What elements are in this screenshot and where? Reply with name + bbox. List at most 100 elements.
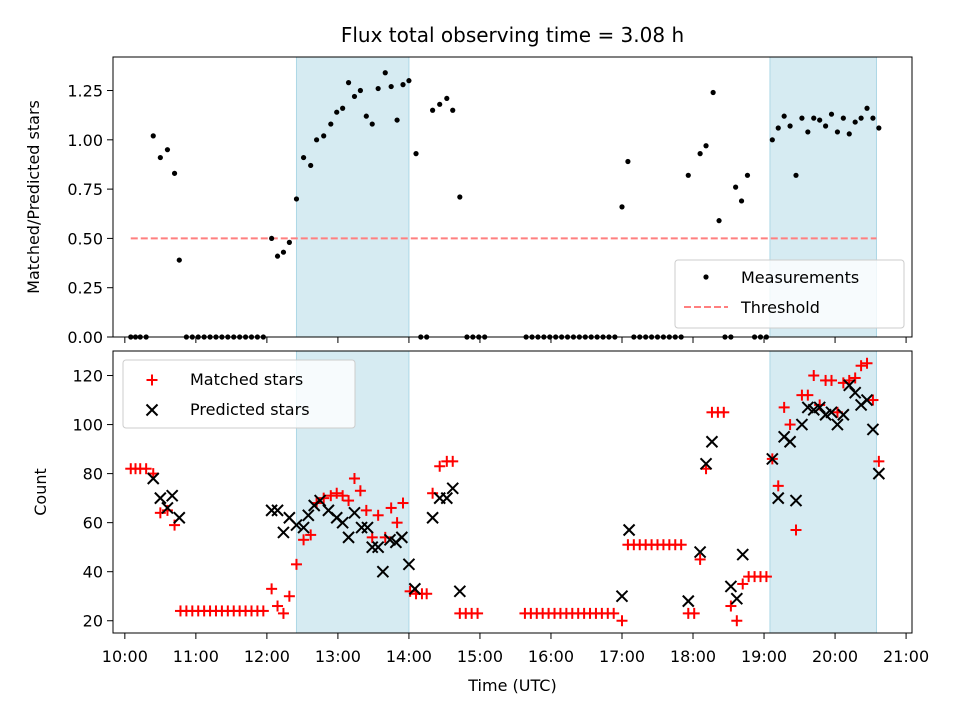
legend-label-predicted: Predicted stars: [190, 400, 310, 419]
x-b: [440, 491, 454, 505]
predicted-point: [348, 506, 361, 520]
top-axes-frame: [112, 56, 913, 338]
matched-point: [784, 419, 796, 431]
y-tick-label: 20: [83, 612, 103, 631]
x-tick-label: 13:00: [315, 647, 361, 666]
bottom-legend: Matched stars Predicted stars: [122, 359, 356, 429]
x-b: [165, 489, 179, 502]
matched-point: [849, 372, 861, 384]
measurement-point: [840, 115, 846, 121]
legend-x-glyph: [145, 403, 159, 417]
measurement-point: [811, 115, 817, 121]
measurement-point: [769, 137, 775, 143]
matched-point: [472, 607, 484, 619]
measurement-point: [340, 105, 346, 111]
predicted-point: [336, 516, 349, 529]
measurement-point: [351, 93, 358, 100]
measurement-point: [619, 204, 625, 210]
predicted-point: [173, 511, 186, 524]
matched-point: [290, 558, 302, 570]
measurement-point: [846, 131, 852, 137]
measurement-point: [828, 111, 835, 117]
x-tick-label: 14:00: [386, 647, 432, 666]
x-b: [866, 423, 880, 436]
predicted-point: [843, 379, 856, 392]
measurement-point: [787, 123, 793, 129]
x-b: [366, 540, 379, 554]
measurement-point: [308, 162, 314, 169]
ratio-panel: 0.00 0.25 0.50 0.75 1.00 1.25 Flux total obse…: [24, 23, 913, 347]
x-b: [622, 523, 636, 537]
predicted-point: [277, 526, 290, 539]
y-tick-label: 40: [83, 563, 103, 582]
top-legend-box: [674, 259, 905, 329]
x-b: [302, 509, 315, 522]
matched-point: [305, 529, 317, 541]
x-b: [682, 594, 695, 608]
y-tick-label: 0.50: [67, 229, 103, 248]
predicted-point: [682, 594, 695, 608]
predicted-point: [165, 489, 179, 502]
matched-point: [867, 394, 879, 406]
x-tick-label: 10:00: [102, 647, 148, 666]
bottom-y-axis-label: Count: [31, 468, 50, 516]
measurement-point: [793, 172, 799, 178]
x-b: [395, 531, 409, 544]
x-b: [772, 491, 785, 505]
x-b: [361, 521, 374, 534]
predicted-point: [615, 590, 629, 603]
matched-point: [855, 360, 867, 372]
matched-point: [354, 485, 366, 497]
x-b: [408, 582, 422, 596]
measurement-point: [363, 113, 369, 119]
matched-point: [778, 401, 790, 413]
predicted-point: [705, 435, 719, 448]
predicted-point: [825, 406, 838, 419]
x-b: [848, 386, 862, 399]
predicted-point: [302, 509, 315, 522]
predicted-point: [366, 540, 379, 554]
legend-plus-glyph: [146, 374, 158, 386]
measurement-point: [685, 172, 691, 178]
x-b: [615, 590, 629, 603]
measurement-point: [703, 143, 709, 149]
measurement-point: [300, 154, 307, 161]
x-tick-label: 18:00: [670, 647, 716, 666]
y-tick-label: 0.75: [67, 180, 103, 199]
predicted-point: [813, 401, 826, 414]
x-b: [789, 494, 803, 507]
matched-point: [397, 497, 409, 509]
bottom-legend-box: [122, 359, 356, 429]
measurement-point: [382, 70, 388, 76]
measurement-point: [733, 184, 739, 190]
x-b: [336, 516, 349, 529]
matched-point: [283, 590, 295, 602]
chart-title: Flux total observing time = 3.08 h: [341, 23, 684, 47]
x-b: [813, 401, 826, 414]
top-legend: Measurements Threshold: [674, 259, 905, 329]
predicted-point: [376, 565, 390, 578]
x-b: [402, 558, 416, 571]
matched-point: [731, 615, 743, 627]
x-b: [376, 565, 390, 578]
y-tick-label: 0.00: [67, 328, 103, 347]
matched-point: [616, 615, 628, 627]
y-tick-label: 0.25: [67, 279, 103, 298]
x-b: [383, 533, 397, 547]
x-tick-label: 15:00: [457, 647, 503, 666]
predicted-point: [766, 452, 779, 466]
x-b: [699, 457, 713, 471]
matched-point: [447, 455, 459, 467]
x-b: [446, 482, 459, 495]
x-b: [736, 548, 749, 561]
x-b: [154, 491, 167, 505]
predicted-point: [772, 491, 785, 505]
x-b: [872, 467, 886, 480]
predicted-point: [426, 511, 439, 524]
x-tick-label: 19:00: [741, 647, 787, 666]
matched-point: [718, 406, 730, 418]
x-b: [860, 393, 874, 407]
measurement-point: [858, 115, 864, 121]
matched-point: [675, 539, 687, 551]
predicted-point: [355, 521, 368, 534]
